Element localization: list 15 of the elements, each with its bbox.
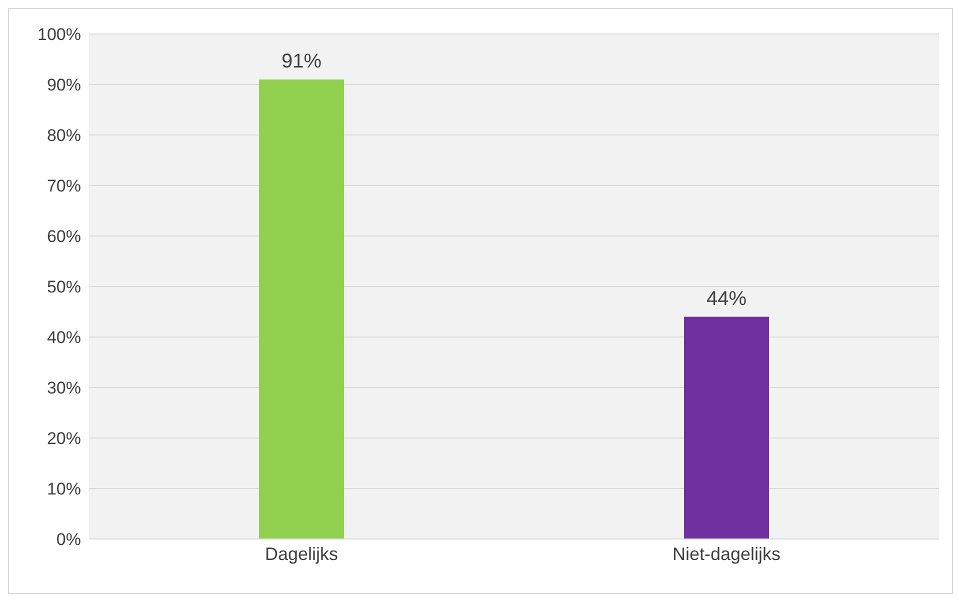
data-label: 44%	[706, 288, 747, 310]
y-tick-label: 10%	[46, 480, 81, 499]
y-tick-label: 50%	[46, 278, 81, 297]
y-tick-label: 70%	[46, 176, 81, 196]
y-tick-label: 20%	[46, 429, 81, 448]
x-tick-label: Niet-dagelijks	[672, 544, 781, 564]
y-tick-label: 100%	[38, 25, 81, 44]
y-tick-label: 40%	[46, 328, 81, 348]
y-tick-label: 90%	[46, 76, 81, 95]
x-tick-label: Dagelijks	[264, 544, 338, 564]
y-tick-label: 60%	[46, 227, 81, 246]
y-tick-label: 30%	[46, 378, 81, 398]
data-label: 91%	[281, 50, 322, 72]
y-tick-label: 80%	[46, 126, 81, 146]
y-tick-label: 0%	[56, 530, 81, 550]
